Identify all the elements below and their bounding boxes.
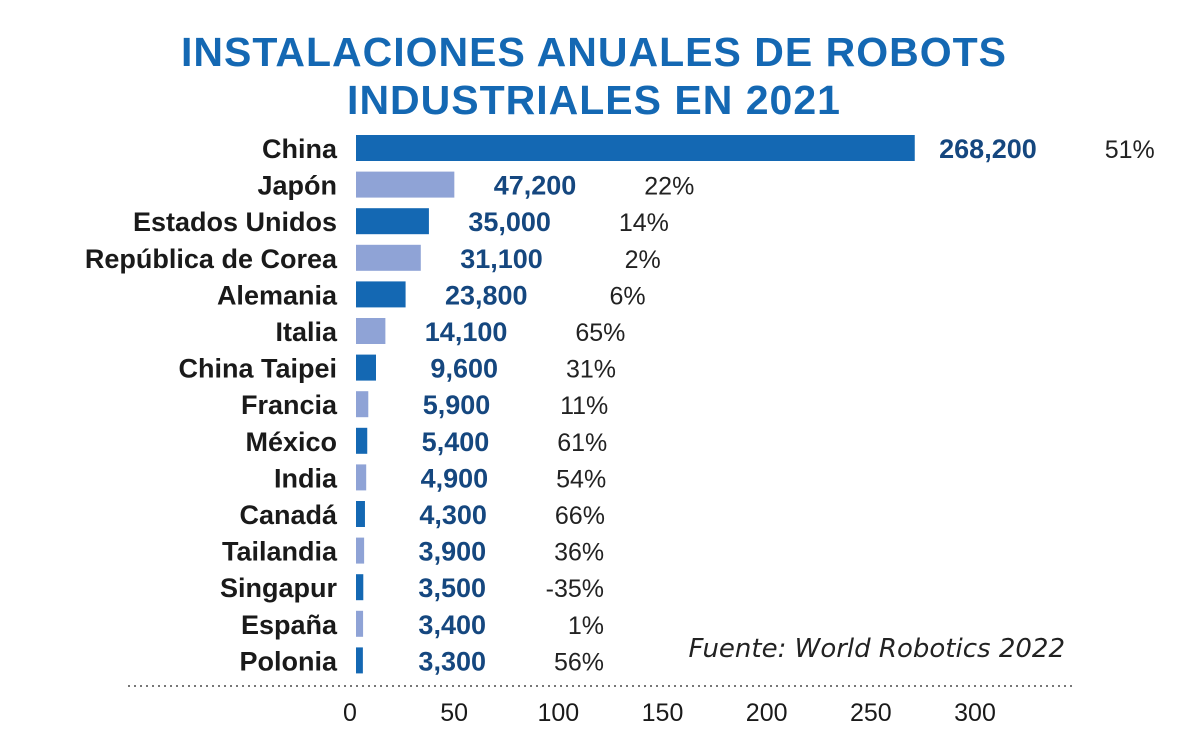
value-label-7: 5,900 bbox=[423, 390, 491, 420]
percent-label-11: 36% bbox=[554, 539, 604, 567]
percent-label-9: 54% bbox=[556, 465, 606, 493]
percent-label-13: 1% bbox=[568, 612, 604, 640]
value-label-0: 268,200 bbox=[939, 134, 1037, 164]
bar-14 bbox=[356, 647, 363, 674]
value-label-5: 14,100 bbox=[425, 317, 508, 347]
percent-label-1: 22% bbox=[644, 173, 694, 201]
value-label-10: 4,300 bbox=[419, 500, 487, 530]
x-axis-ticks: 0 50 100 150 200 250 300 bbox=[343, 699, 996, 727]
x-tick-label-2: 100 bbox=[537, 699, 579, 727]
percent-label-4: 6% bbox=[609, 282, 645, 310]
x-tick-label-5: 250 bbox=[850, 699, 892, 727]
bar-3 bbox=[356, 244, 421, 271]
bar-2 bbox=[356, 208, 429, 235]
value-label-12: 3,500 bbox=[418, 573, 486, 603]
source-note: Fuente: World Robotics 2022 bbox=[688, 634, 1065, 664]
category-label-2: Estados Unidos bbox=[133, 207, 337, 237]
bar-7 bbox=[356, 391, 369, 418]
value-label-8: 5,400 bbox=[422, 427, 490, 457]
x-tick-label-3: 150 bbox=[642, 699, 684, 727]
value-label-1: 47,200 bbox=[494, 171, 577, 201]
bar-11 bbox=[356, 537, 365, 564]
category-label-6: China Taipei bbox=[178, 354, 337, 384]
chart-title-line-2: INDUSTRIALES EN 2021 bbox=[347, 77, 841, 123]
percent-label-5: 65% bbox=[575, 319, 625, 347]
category-label-3: República de Corea bbox=[85, 244, 338, 274]
percent-label-12: -35% bbox=[546, 575, 604, 603]
percent-label-3: 2% bbox=[625, 246, 661, 274]
category-label-14: Polonia bbox=[239, 646, 337, 676]
category-label-1: Japón bbox=[257, 171, 337, 201]
bar-1 bbox=[356, 171, 455, 198]
percent-label-6: 31% bbox=[566, 356, 616, 384]
bar-9 bbox=[356, 464, 367, 491]
category-label-8: México bbox=[245, 427, 337, 457]
value-label-13: 3,400 bbox=[418, 610, 486, 640]
value-label-14: 3,300 bbox=[418, 646, 486, 676]
bar-10 bbox=[356, 501, 365, 527]
value-label-9: 4,900 bbox=[421, 463, 489, 493]
bar-4 bbox=[356, 281, 406, 308]
category-label-11: Tailandia bbox=[222, 537, 338, 567]
bar-6 bbox=[356, 354, 376, 381]
percent-label-10: 66% bbox=[555, 502, 605, 530]
category-label-7: Francia bbox=[241, 390, 338, 420]
category-label-12: Singapur bbox=[220, 573, 337, 603]
value-label-3: 31,100 bbox=[460, 244, 543, 274]
bar-12 bbox=[356, 574, 364, 601]
percent-label-14: 56% bbox=[554, 648, 604, 676]
category-label-9: India bbox=[274, 463, 338, 493]
x-tick-label-0: 0 bbox=[343, 699, 357, 727]
chart-title-line-1: INSTALACIONES ANUALES DE ROBOTS bbox=[181, 29, 1007, 75]
value-label-11: 3,900 bbox=[419, 537, 487, 567]
category-label-4: Alemania bbox=[217, 280, 338, 310]
percent-label-8: 61% bbox=[557, 429, 607, 457]
x-tick-label-6: 300 bbox=[954, 699, 996, 727]
bar-13 bbox=[356, 610, 364, 637]
bar-5 bbox=[356, 318, 386, 344]
labels-layer: China 268,200 51% Japón 47,200 22% Estados Uni… bbox=[85, 134, 1155, 676]
category-label-0: China bbox=[262, 134, 338, 164]
bar-8 bbox=[356, 427, 368, 454]
x-tick-label-4: 200 bbox=[746, 699, 788, 727]
category-label-13: España bbox=[241, 610, 338, 640]
bar-0 bbox=[356, 135, 915, 161]
value-label-6: 9,600 bbox=[430, 354, 498, 384]
value-label-2: 35,000 bbox=[468, 207, 551, 237]
category-label-5: Italia bbox=[275, 317, 338, 347]
bars-layer bbox=[356, 135, 915, 674]
x-tick-label-1: 50 bbox=[440, 699, 468, 727]
category-label-10: Canadá bbox=[239, 500, 338, 530]
value-label-4: 23,800 bbox=[445, 280, 528, 310]
percent-label-0: 51% bbox=[1105, 136, 1155, 164]
percent-label-7: 11% bbox=[560, 392, 608, 420]
percent-label-2: 14% bbox=[619, 209, 669, 237]
